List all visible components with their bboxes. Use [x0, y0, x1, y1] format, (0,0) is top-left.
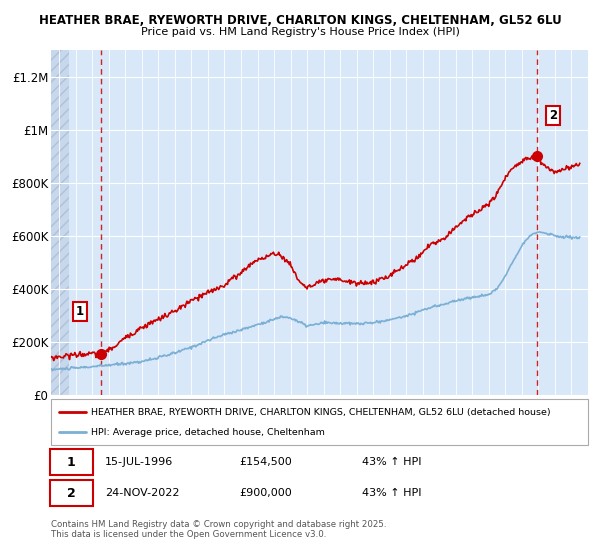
- Text: £154,500: £154,500: [239, 457, 292, 467]
- Text: 2: 2: [67, 487, 76, 500]
- Text: HEATHER BRAE, RYEWORTH DRIVE, CHARLTON KINGS, CHELTENHAM, GL52 6LU: HEATHER BRAE, RYEWORTH DRIVE, CHARLTON K…: [38, 13, 562, 27]
- Text: £900,000: £900,000: [239, 488, 292, 498]
- Text: 1: 1: [76, 305, 84, 318]
- Text: Price paid vs. HM Land Registry's House Price Index (HPI): Price paid vs. HM Land Registry's House …: [140, 27, 460, 38]
- Text: 2: 2: [549, 109, 557, 122]
- FancyBboxPatch shape: [50, 480, 93, 506]
- Text: HPI: Average price, detached house, Cheltenham: HPI: Average price, detached house, Chel…: [91, 428, 325, 437]
- Text: 43% ↑ HPI: 43% ↑ HPI: [362, 457, 422, 467]
- FancyBboxPatch shape: [50, 449, 93, 475]
- Text: HEATHER BRAE, RYEWORTH DRIVE, CHARLTON KINGS, CHELTENHAM, GL52 6LU (detached hou: HEATHER BRAE, RYEWORTH DRIVE, CHARLTON K…: [91, 408, 551, 417]
- Text: 43% ↑ HPI: 43% ↑ HPI: [362, 488, 422, 498]
- Text: 15-JUL-1996: 15-JUL-1996: [105, 457, 173, 467]
- Bar: [51, 50, 69, 395]
- Text: 1: 1: [67, 456, 76, 469]
- Text: 24-NOV-2022: 24-NOV-2022: [105, 488, 179, 498]
- Text: Contains HM Land Registry data © Crown copyright and database right 2025.
This d: Contains HM Land Registry data © Crown c…: [51, 520, 386, 539]
